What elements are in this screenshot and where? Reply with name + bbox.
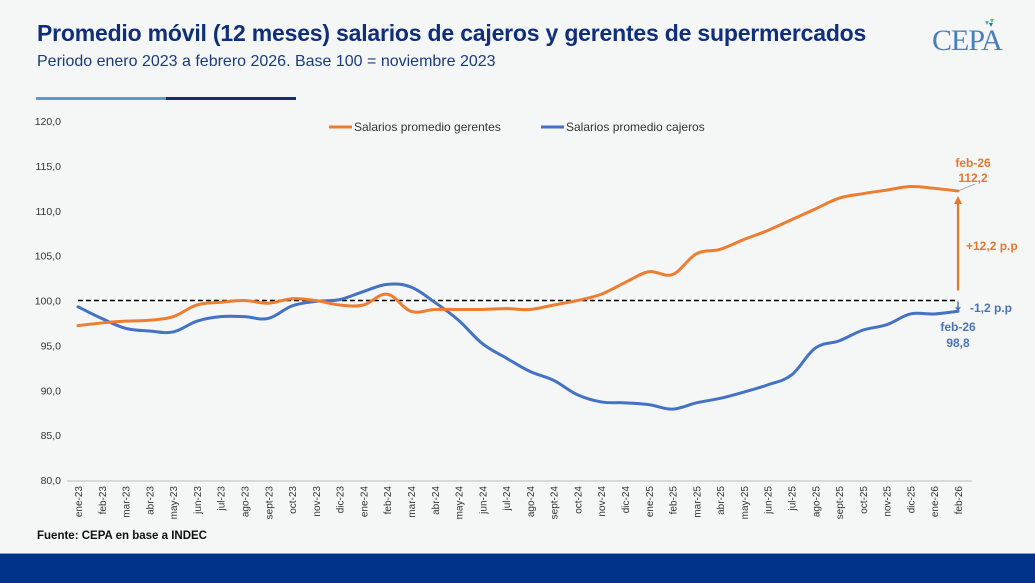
y-tick-label: 100,0 [35, 296, 61, 308]
x-tick-label: mar-25 [692, 486, 703, 518]
x-tick-label: sept-25 [835, 486, 846, 520]
x-tick-label: sept-23 [264, 486, 275, 520]
x-tick-label: may-23 [169, 486, 180, 520]
footer-bar [0, 553, 1035, 583]
y-tick-label: 105,0 [35, 251, 61, 263]
y-axis: 80,0 85,0 90,0 95,0 100,0 105,0 110,0 115,0 120,… [35, 116, 61, 487]
x-tick-label: abr-24 [431, 486, 442, 515]
x-tick-label: jun-24 [478, 486, 489, 515]
x-axis: ene-23 feb-23 mar-23 abr-23 may-23 jun-23 jul-… [74, 486, 965, 520]
series-group [76, 184, 960, 411]
legend-label-cajeros: Salarios promedio cajeros [566, 120, 705, 134]
x-tick-label: jun-25 [764, 486, 775, 515]
chart-subtitle: Periodo enero 2023 a febrero 2026. Base … [37, 53, 496, 70]
cajeros-end-month: feb-26 [940, 320, 976, 334]
series-line-gerentes [76, 184, 960, 328]
gerentes-label-leader [957, 183, 976, 192]
x-tick-label: feb-26 [954, 486, 965, 515]
x-tick-label: nov-23 [312, 486, 323, 517]
arrow-head-up-icon [954, 196, 962, 205]
gerentes-diff-label: +12,2 p.p [966, 239, 1018, 253]
x-tick-label: abr-23 [145, 486, 156, 515]
series-line-cajeros [76, 282, 960, 411]
x-tick-label: mar-23 [122, 486, 133, 518]
x-tick-label: ene-26 [930, 486, 941, 518]
x-tick-label: sept-24 [550, 486, 561, 520]
legend-label-gerentes: Salarios promedio gerentes [354, 120, 501, 134]
x-tick-label: jul-25 [788, 486, 799, 512]
legend: Salarios promedio gerentes Salarios prom… [329, 120, 705, 134]
title-underline-dark [166, 97, 296, 100]
y-tick-label: 80,0 [41, 475, 62, 487]
logo-mark-icon [985, 19, 994, 27]
x-tick-label: jul-24 [502, 486, 513, 512]
y-tick-label: 115,0 [36, 161, 62, 173]
x-tick-label: feb-25 [669, 486, 680, 515]
x-tick-label: oct-24 [573, 486, 584, 514]
chart-title: Promedio móvil (12 meses) salarios de ca… [37, 20, 867, 46]
y-tick-label: 85,0 [41, 430, 62, 442]
y-tick-label: 95,0 [41, 340, 62, 352]
x-tick-label: ene-25 [645, 486, 656, 518]
x-tick-label: feb-24 [383, 486, 394, 515]
gerentes-end-value: 112,2 [958, 171, 988, 185]
cepa-logo: CEPA [932, 24, 1003, 57]
x-tick-label: dic-24 [621, 486, 632, 514]
cajeros-end-value: 98,8 [946, 336, 970, 350]
x-tick-label: oct-23 [288, 486, 299, 514]
x-tick-label: abr-25 [716, 486, 727, 515]
y-tick-label: 90,0 [41, 385, 62, 397]
x-tick-label: jun-23 [193, 486, 204, 515]
x-tick-label: ene-23 [74, 486, 85, 518]
gerentes-end-month: feb-26 [955, 156, 991, 170]
cajeros-diff-label: -1,2 p.p [970, 301, 1012, 315]
source-note: Fuente: CEPA en base a INDEC [37, 530, 207, 542]
x-tick-label: mar-24 [407, 486, 418, 518]
x-tick-label: jul-23 [217, 486, 228, 512]
x-tick-label: ago-25 [811, 486, 822, 518]
x-tick-label: oct-25 [859, 486, 870, 514]
x-tick-label: nov-25 [883, 486, 894, 517]
arrow-head-down-icon [955, 307, 961, 312]
y-tick-label: 110,0 [36, 206, 62, 218]
x-tick-label: may-24 [455, 486, 466, 520]
y-tick-label: 120,0 [35, 116, 61, 128]
title-underline-light [36, 97, 166, 100]
x-tick-label: ago-23 [240, 486, 251, 518]
x-tick-label: feb-23 [98, 486, 109, 515]
x-tick-label: dic-23 [336, 486, 347, 514]
x-tick-label: ene-24 [359, 486, 370, 518]
x-tick-label: may-25 [740, 486, 751, 520]
x-tick-label: ago-24 [526, 486, 537, 518]
x-tick-label: nov-24 [597, 486, 608, 517]
x-tick-label: dic-25 [906, 486, 917, 514]
